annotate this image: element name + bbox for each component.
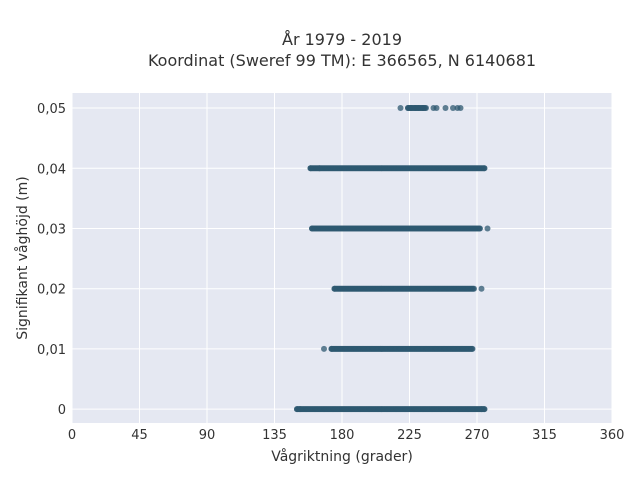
data-point (397, 105, 404, 112)
data-point (433, 105, 440, 112)
y-tick-label: 0,05 (37, 102, 66, 117)
data-point (307, 165, 314, 172)
data-point (478, 285, 485, 292)
y-tick-label: 0,01 (37, 343, 66, 358)
data-point (331, 285, 338, 292)
x-tick-label: 90 (199, 428, 216, 443)
data-point (450, 105, 456, 112)
data-point (457, 105, 464, 112)
data-point (477, 225, 483, 232)
x-tick-label: 0 (68, 428, 76, 443)
points-band-1 (321, 345, 476, 352)
points-band-0 (294, 406, 488, 413)
data-point (481, 165, 488, 172)
points-band-3 (309, 225, 491, 232)
x-tick-label: 45 (131, 428, 148, 443)
data-point (309, 225, 315, 232)
points-band-5 (397, 105, 464, 112)
data-point (484, 225, 491, 232)
points-band-4 (307, 165, 488, 172)
data-point (469, 345, 476, 352)
x-axis-ticks: 0 45 90 135 180 225 270 315 360 (68, 428, 625, 443)
y-tick-label: 0,04 (37, 162, 66, 177)
data-point (328, 345, 335, 352)
data-point (316, 165, 323, 172)
x-tick-label: 135 (262, 428, 287, 443)
data-point (321, 345, 327, 352)
x-tick-label: 360 (600, 428, 625, 443)
data-point (420, 105, 426, 112)
points-band-2 (331, 285, 485, 292)
y-axis-ticks: 0 0,01 0,02 0,03 0,04 0,05 (37, 102, 66, 418)
data-point (481, 406, 488, 413)
y-tick-label: 0,03 (37, 222, 66, 237)
data-points (294, 105, 491, 413)
y-tick-label: 0 (58, 403, 66, 418)
data-point (442, 105, 449, 112)
x-tick-label: 315 (532, 428, 557, 443)
data-point (415, 105, 422, 112)
data-point (297, 406, 303, 413)
x-tick-label: 225 (397, 428, 422, 443)
y-tick-label: 0,02 (37, 283, 66, 298)
y-axis-label: Signifikant våghöjd (m) (14, 176, 31, 339)
x-axis-label: Vågriktning (grader) (271, 448, 413, 465)
x-tick-label: 270 (465, 428, 490, 443)
x-tick-label: 180 (330, 428, 355, 443)
chart-title-line-2: Koordinat (Sweref 99 TM): E 366565, N 61… (148, 51, 536, 70)
data-point (471, 285, 477, 292)
chart-title-line-1: År 1979 - 2019 (282, 30, 402, 49)
data-point (408, 105, 414, 112)
